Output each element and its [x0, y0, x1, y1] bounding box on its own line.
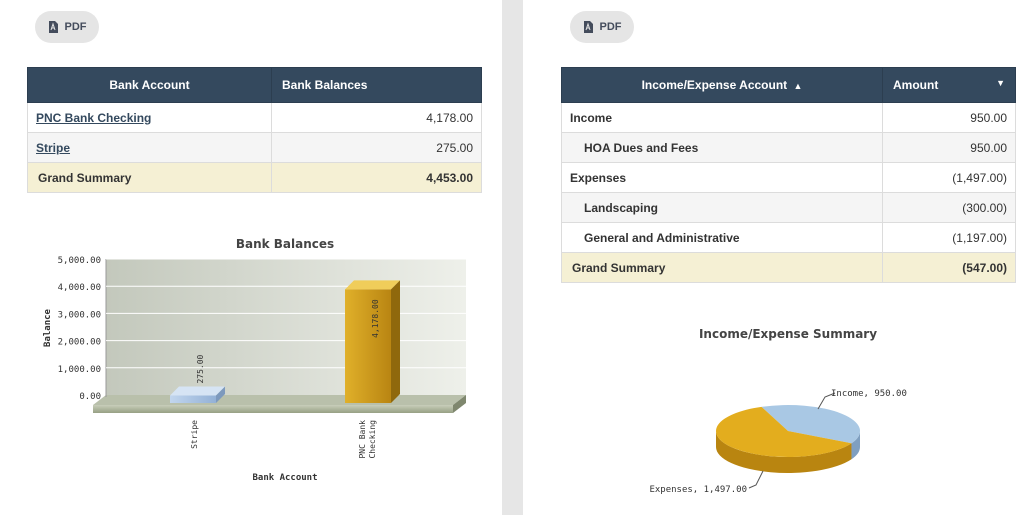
table-row: Expenses (1,497.00) [561, 162, 1016, 193]
bar-top [170, 386, 225, 396]
table-row: Landscaping (300.00) [561, 192, 1016, 223]
column-header-bank-account[interactable]: Bank Account [27, 67, 272, 103]
column-header-label: Amount [893, 78, 939, 92]
grand-summary-value: (547.00) [882, 252, 1016, 283]
plot-floor-front [93, 405, 453, 413]
balance-cell: 275.00 [271, 132, 482, 163]
grand-summary-row: Grand Summary 4,453.00 [27, 162, 482, 193]
bank-balances-table: Bank Account Bank Balances PNC Bank Chec… [27, 67, 482, 193]
bank-balances-bar-chart: 0.00 1,000.00 2,000.00 3,000.00 4,000.00 5,00… [43, 256, 466, 483]
caret-down-icon[interactable]: ▼ [996, 78, 1005, 88]
pie-label-leader [817, 392, 836, 410]
y-tick-label: 0.00 [79, 392, 101, 402]
amount-cell: (1,197.00) [882, 222, 1016, 253]
bar [345, 289, 391, 403]
bar-top [345, 280, 400, 290]
bank-balances-chart-title: Bank Balances [235, 237, 335, 251]
pdf-icon [583, 21, 593, 33]
account-cell: Income [561, 102, 883, 133]
grand-summary-label: Grand Summary [561, 252, 883, 283]
bar-side [216, 386, 225, 403]
column-header-label: Income/Expense Account [641, 78, 788, 92]
income-expense-chart-title: Income/Expense Summary [698, 327, 878, 341]
y-tick-label: 1,000.00 [58, 365, 101, 375]
account-link-stripe[interactable]: Stripe [36, 140, 71, 155]
plot-floor-top [93, 395, 466, 405]
account-cell: PNC Bank Checking [27, 102, 272, 133]
account-cell: Expenses [561, 162, 883, 193]
y-tick-label: 4,000.00 [58, 283, 101, 293]
bar-side [391, 280, 400, 403]
pie-label-expenses: Expenses, 1,497.00 [649, 485, 747, 495]
table-row: HOA Dues and Fees 950.00 [561, 132, 1016, 163]
x-axis-title: Bank Account [252, 473, 317, 483]
pdf-export-button[interactable]: PDF [570, 11, 634, 43]
plot-background [106, 259, 466, 397]
amount-cell: 950.00 [882, 102, 1016, 133]
bar-value-label: 4,178.00 [371, 299, 380, 338]
y-tick-label: 3,000.00 [58, 310, 101, 320]
table-row: Income 950.00 [561, 102, 1016, 133]
y-axis-title: Balance [43, 308, 53, 347]
column-header-income-expense-account[interactable]: Income/Expense Account ▲ [561, 67, 883, 103]
balance-cell: 4,178.00 [271, 102, 482, 133]
y-tick-label: 2,000.00 [58, 338, 101, 348]
pdf-label: PDF [64, 21, 87, 33]
account-cell: Stripe [27, 132, 272, 163]
pdf-label: PDF [599, 21, 622, 33]
grand-summary-label: Grand Summary [27, 162, 272, 193]
account-link-pnc-bank-checking[interactable]: PNC Bank Checking [36, 110, 152, 125]
account-cell: Landscaping [561, 192, 883, 223]
pie-label-income: Income, 950.00 [831, 389, 907, 399]
table-row: General and Administrative (1,197.00) [561, 222, 1016, 253]
caret-up-icon[interactable]: ▲ [793, 81, 803, 91]
pie-slice-income [761, 405, 860, 444]
account-cell: General and Administrative [561, 222, 883, 253]
amount-cell: (1,497.00) [882, 162, 1016, 193]
y-tick-label: 5,000.00 [58, 256, 101, 266]
plot-floor-side [453, 395, 466, 413]
pdf-export-button[interactable]: PDF [35, 11, 99, 43]
income-expense-table: Income/Expense Account ▲ Amount ▼ Income… [561, 67, 1016, 283]
column-header-bank-balances[interactable]: Bank Balances [271, 67, 482, 103]
pie-slice-expenses [716, 406, 852, 457]
account-cell: HOA Dues and Fees [561, 132, 883, 163]
amount-cell: (300.00) [882, 192, 1016, 223]
pdf-icon [48, 21, 58, 33]
bank-balances-panel: PDF Bank Account Bank Balances PNC Bank … [0, 0, 502, 515]
pie-label-leader [748, 470, 764, 489]
pie-slice-side-expenses [716, 431, 852, 473]
column-header-amount[interactable]: Amount ▼ [882, 67, 1016, 103]
table-row: Stripe 275.00 [27, 132, 482, 163]
grand-summary-row: Grand Summary (547.00) [561, 252, 1016, 283]
income-expense-panel: PDF Income/Expense Account ▲ Amount ▼ In… [523, 0, 1024, 515]
bar [170, 395, 216, 403]
x-tick-label: PNC BankChecking [358, 420, 377, 459]
table-row: PNC Bank Checking 4,178.00 [27, 102, 482, 133]
amount-cell: 950.00 [882, 132, 1016, 163]
x-tick-label: Stripe [190, 420, 199, 449]
income-expense-pie-chart: Income, 950.00 Expenses, 1,497.00 [649, 389, 907, 495]
bar-value-label: 275.00 [196, 354, 205, 383]
pie-slice-side-income [851, 431, 860, 460]
grand-summary-value: 4,453.00 [271, 162, 482, 193]
